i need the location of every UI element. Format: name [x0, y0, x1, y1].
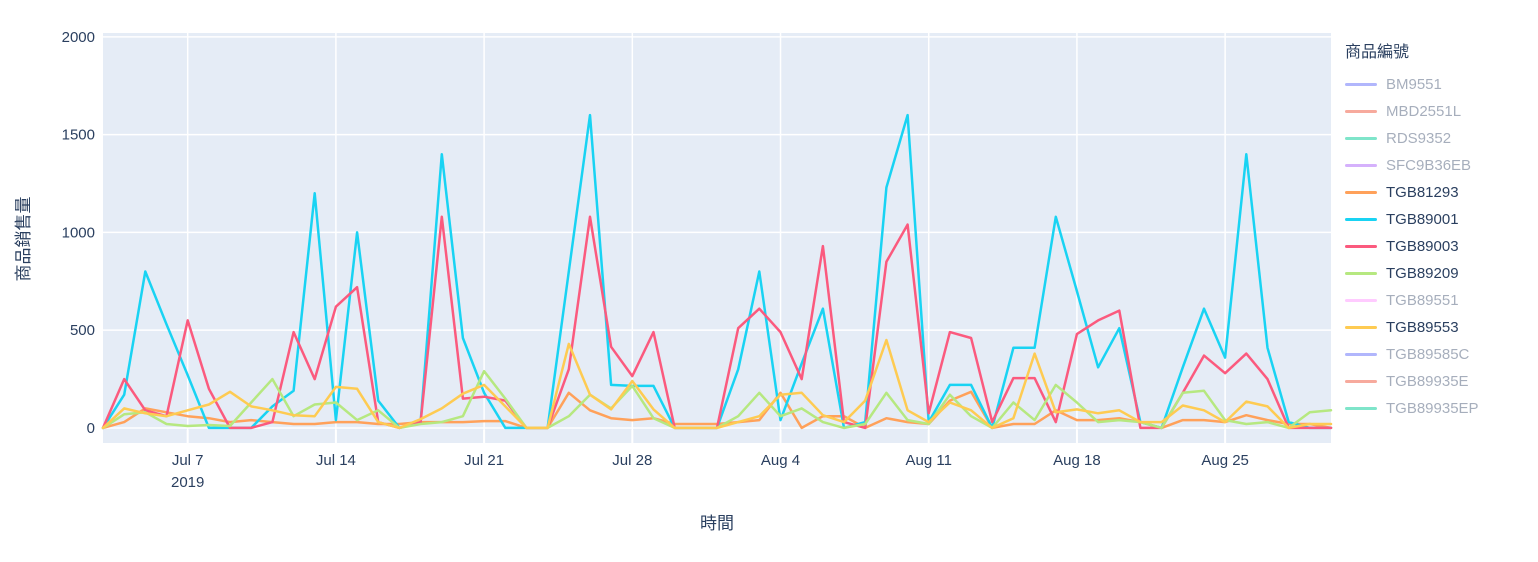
legend-swatch: [1345, 407, 1377, 410]
x-tick-label: Aug 11: [906, 452, 952, 469]
legend-swatch: [1345, 110, 1377, 113]
legend-item-TGB89003[interactable]: TGB89003: [1345, 233, 1535, 260]
legend-swatch: [1345, 353, 1377, 356]
legend-label: SFC9B36EB: [1386, 157, 1472, 174]
legend-item-RDS9352[interactable]: RDS9352: [1345, 125, 1535, 152]
y-axis-title: 商品銷售量: [14, 196, 33, 282]
legend-label: BM9551: [1386, 76, 1442, 93]
legend-label: TGB89003: [1386, 238, 1459, 255]
legend-item-TGB89209[interactable]: TGB89209: [1345, 260, 1535, 287]
legend-item-SFC9B36EB[interactable]: SFC9B36EB: [1345, 152, 1535, 179]
y-tick-label: 1500: [62, 127, 95, 144]
legend-label: TGB89001: [1386, 211, 1459, 228]
legend-item-TGB89553[interactable]: TGB89553: [1345, 314, 1535, 341]
x-axis-title: 時間: [700, 514, 734, 533]
legend-item-MBD2551L[interactable]: MBD2551L: [1345, 98, 1535, 125]
legend-item-TGB89585C[interactable]: TGB89585C: [1345, 341, 1535, 368]
y-tick-label: 500: [70, 322, 95, 339]
x-tick-label: Jul 21: [464, 452, 504, 469]
legend-label: TGB89935EP: [1386, 400, 1479, 417]
legend-swatch: [1345, 299, 1377, 302]
legend-items: BM9551 MBD2551L RDS9352 SFC9B36EB TGB81293 TG…: [1345, 71, 1535, 422]
y-tick-label: 0: [87, 420, 95, 437]
legend-swatch: [1345, 83, 1377, 86]
legend-swatch: [1345, 191, 1377, 194]
legend-swatch: [1345, 380, 1377, 383]
legend-swatch: [1345, 245, 1377, 248]
legend-label: TGB89553: [1386, 319, 1459, 336]
legend-label: TGB89585C: [1386, 346, 1470, 363]
legend-swatch: [1345, 218, 1377, 221]
legend-swatch: [1345, 137, 1377, 140]
legend-label: TGB89935E: [1386, 373, 1469, 390]
y-tick-label: 1000: [62, 224, 95, 241]
legend-label: RDS9352: [1386, 130, 1452, 147]
legend-item-TGB81293[interactable]: TGB81293: [1345, 179, 1535, 206]
x-tick-label: Jul 28: [612, 452, 652, 469]
legend-label: TGB89209: [1386, 265, 1459, 282]
legend-label: TGB81293: [1386, 184, 1459, 201]
legend-title: 商品編號: [1345, 44, 1410, 61]
x-tick-label: Aug 4: [761, 452, 800, 469]
legend-swatch: [1345, 326, 1377, 329]
x-tick-sublabel: 2019: [171, 474, 204, 491]
x-tick-label: Jul 7: [172, 452, 204, 469]
series-line-TGB89553: [101, 338, 1333, 430]
legend-item-TGB89001[interactable]: TGB89001: [1345, 206, 1535, 233]
legend-item-BM9551[interactable]: BM9551: [1345, 71, 1535, 98]
legend-item-TGB89935EP[interactable]: TGB89935EP: [1345, 395, 1535, 422]
legend-item-TGB89935E[interactable]: TGB89935E: [1345, 368, 1535, 395]
x-tick-label: Aug 18: [1053, 452, 1101, 469]
y-tick-label: 2000: [62, 29, 95, 46]
x-tick-label: Jul 14: [316, 452, 356, 469]
legend-label: TGB89551: [1386, 292, 1459, 309]
plot-background: [103, 33, 1331, 443]
legend-swatch: [1345, 272, 1377, 275]
legend: 商品編號 BM9551 MBD2551L RDS9352 SFC9B36EB TGB81…: [1345, 38, 1535, 422]
x-tick-label: Aug 25: [1201, 452, 1249, 469]
legend-label: MBD2551L: [1386, 103, 1462, 120]
legend-item-TGB89551[interactable]: TGB89551: [1345, 287, 1535, 314]
legend-swatch: [1345, 164, 1377, 167]
